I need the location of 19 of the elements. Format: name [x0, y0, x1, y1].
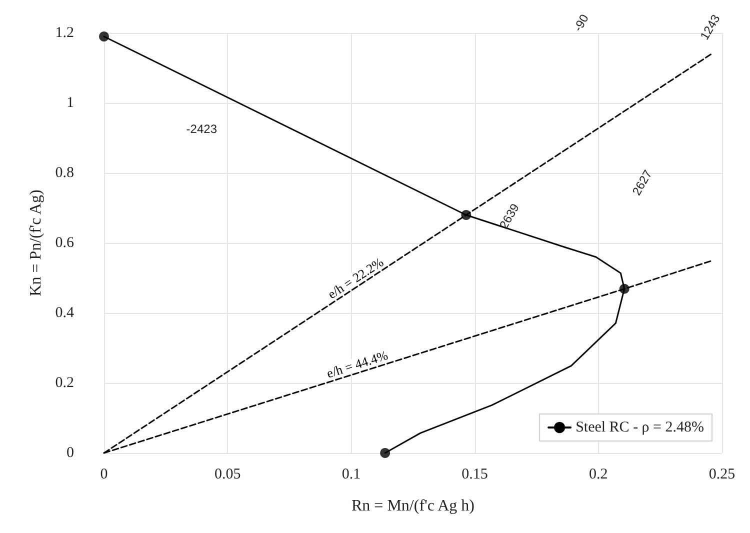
legend-label: Steel RC - ρ = 2.48% [576, 420, 704, 436]
x-tick-label: 0.05 [214, 466, 241, 482]
x-tick-label: 0 [100, 466, 108, 482]
y-tick-label: 1.2 [55, 25, 74, 41]
x-tick-label: 0.15 [462, 466, 488, 482]
y-axis-title: Kn = Pn/(f'c Ag) [28, 190, 44, 296]
x-tick-label: 0.25 [708, 466, 736, 482]
y-tick-label: 0.4 [55, 305, 74, 321]
y-tick-label: 0.8 [55, 165, 74, 181]
text: e/h = 44.4% [324, 347, 390, 381]
annotation: -90 [570, 12, 592, 34]
annotation: -2423 [186, 122, 218, 136]
x-tick-label: 0.1 [342, 466, 361, 482]
y-tick-label: 0.6 [55, 235, 74, 251]
x-axis-title: Rn = Mn/(f'c Ag h) [351, 498, 475, 514]
y-tick-label: 0 [66, 445, 74, 461]
y-tick-label: 0.2 [55, 375, 74, 391]
x-tick-label: 0.2 [589, 466, 608, 482]
y-tick-label: 1 [66, 95, 74, 111]
